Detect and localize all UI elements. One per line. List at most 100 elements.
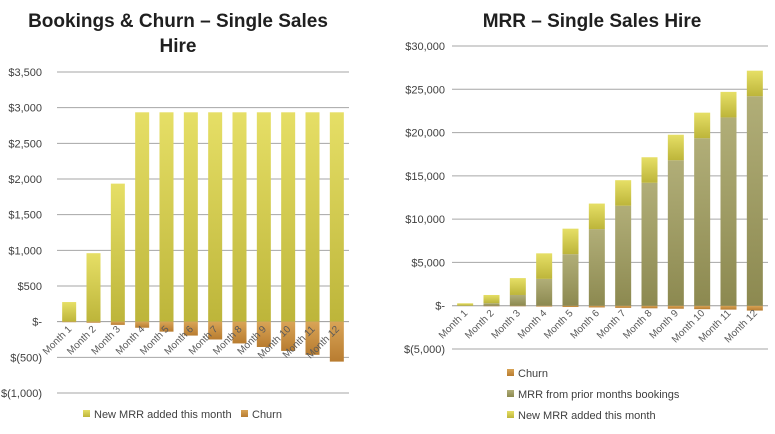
chart-title: MRR – Single Sales Hire: [483, 11, 702, 32]
legend-label-new-mrr: New MRR added this month: [518, 410, 656, 422]
bar-new-mrr-2: [483, 294, 500, 304]
bar-new-mrr-3: [509, 278, 526, 295]
bars: [457, 70, 763, 311]
bar-prior-mrr-11: [720, 117, 737, 306]
legend-label-prior-mrr: MRR from prior months bookings: [518, 389, 680, 401]
y-tick-label: $500: [18, 281, 42, 293]
bar-prior-mrr-2: [483, 303, 500, 306]
bar-new-mrr-10: [281, 112, 296, 322]
bar-churn-9: [256, 321, 271, 347]
legend-swatch-churn: [241, 410, 248, 417]
bars: [62, 112, 344, 362]
bar-new-mrr-3: [110, 183, 125, 322]
bar-new-mrr-10: [694, 112, 711, 139]
legend: New MRR added this month Churn: [83, 409, 282, 421]
y-tick-label: $30,000: [405, 41, 445, 53]
bar-new-mrr-5: [159, 112, 174, 322]
bar-churn-11: [720, 305, 737, 310]
y-tick-label: $(500): [10, 352, 42, 364]
y-tick-label: $-: [435, 301, 445, 313]
bar-churn-6: [588, 305, 605, 308]
bar-churn-5: [159, 321, 174, 332]
y-tick-label: $1,500: [8, 210, 42, 222]
legend-label-churn: Churn: [252, 409, 282, 421]
bar-new-mrr-2: [86, 253, 101, 322]
bar-new-mrr-9: [667, 134, 684, 161]
bar-churn-10: [281, 321, 296, 351]
y-axis-tick-labels: $(5,000) $- $5,000 $10,000 $15,000 $20,000 $25…: [404, 41, 445, 356]
bar-new-mrr-8: [641, 157, 658, 183]
chart-title-line-1: Bookings & Churn – Single Sales: [28, 11, 328, 32]
bar-new-mrr-6: [183, 112, 198, 322]
y-tick-label: $2,000: [8, 174, 42, 186]
bar-new-mrr-12: [329, 112, 344, 322]
y-tick-label: $25,000: [405, 84, 445, 96]
y-tick-label: $20,000: [405, 128, 445, 140]
bar-churn-8: [641, 305, 658, 309]
y-tick-label: $3,000: [8, 103, 42, 115]
bar-prior-mrr-10: [694, 138, 711, 306]
bar-new-mrr-6: [588, 203, 605, 230]
gridlines: [452, 45, 768, 350]
bar-prior-mrr-8: [641, 182, 658, 306]
bar-churn-4: [135, 321, 150, 328]
bar-churn-1: [62, 321, 77, 323]
bar-churn-7: [208, 321, 223, 340]
bar-new-mrr-11: [305, 112, 320, 322]
bar-churn-12: [329, 321, 344, 362]
legend-swatch-new-mrr: [83, 410, 90, 417]
bar-churn-3: [110, 321, 125, 325]
y-axis-tick-labels: $(1,000) $(500) $- $500 $1,000 $1,500 $2,000 $2…: [1, 67, 42, 400]
y-tick-label: $(1,000): [1, 388, 42, 400]
bar-churn-11: [305, 321, 320, 355]
bar-churn-8: [232, 321, 247, 344]
bar-new-mrr-1: [62, 302, 77, 322]
bar-churn-9: [667, 305, 684, 309]
bar-churn-2: [86, 321, 101, 323]
legend-label-new-mrr: New MRR added this month: [94, 409, 232, 421]
legend: Churn MRR from prior months bookings New…: [507, 368, 680, 422]
bar-prior-mrr-12: [746, 96, 763, 306]
bar-churn-12: [746, 305, 763, 311]
bar-churn-3: [509, 305, 526, 307]
y-tick-label: $(5,000): [404, 344, 445, 356]
bar-churn-7: [615, 305, 632, 308]
y-tick-label: $10,000: [405, 214, 445, 226]
bar-new-mrr-7: [208, 112, 223, 322]
bar-prior-mrr-6: [588, 229, 605, 306]
bar-prior-mrr-5: [562, 254, 579, 306]
bar-new-mrr-11: [720, 91, 737, 118]
bar-new-mrr-7: [615, 180, 632, 206]
bar-new-mrr-5: [562, 228, 579, 255]
bar-prior-mrr-3: [509, 294, 526, 306]
y-tick-label: $1,000: [8, 245, 42, 257]
bar-new-mrr-1: [457, 303, 474, 306]
y-tick-label: $15,000: [405, 171, 445, 183]
bar-churn-2: [483, 305, 500, 307]
legend-label-churn: Churn: [518, 368, 548, 380]
bar-churn-5: [562, 305, 579, 308]
bar-churn-6: [183, 321, 198, 336]
y-tick-label: $5,000: [411, 257, 445, 269]
y-tick-label: $2,500: [8, 138, 42, 150]
bar-prior-mrr-7: [615, 205, 632, 306]
chart-bookings-churn: Bookings & Churn – Single Sales Hire $(1…: [1, 11, 349, 421]
y-tick-label: $-: [32, 317, 42, 329]
legend-swatch-churn: [507, 369, 514, 376]
y-tick-label: $3,500: [8, 67, 42, 79]
chart-mrr: MRR – Single Sales Hire $(5,000) $- $5,000…: [404, 11, 768, 422]
legend-swatch-new-mrr: [507, 411, 514, 418]
bar-new-mrr-4: [536, 253, 553, 279]
bar-new-mrr-9: [256, 112, 271, 322]
bar-new-mrr-4: [135, 112, 150, 322]
bar-prior-mrr-4: [536, 278, 553, 306]
bar-new-mrr-8: [232, 112, 247, 322]
bar-new-mrr-12: [746, 70, 763, 97]
bar-prior-mrr-9: [667, 160, 684, 306]
chart-title-line-2: Hire: [160, 36, 197, 57]
legend-swatch-prior-mrr: [507, 390, 514, 397]
bar-churn-10: [694, 305, 711, 310]
